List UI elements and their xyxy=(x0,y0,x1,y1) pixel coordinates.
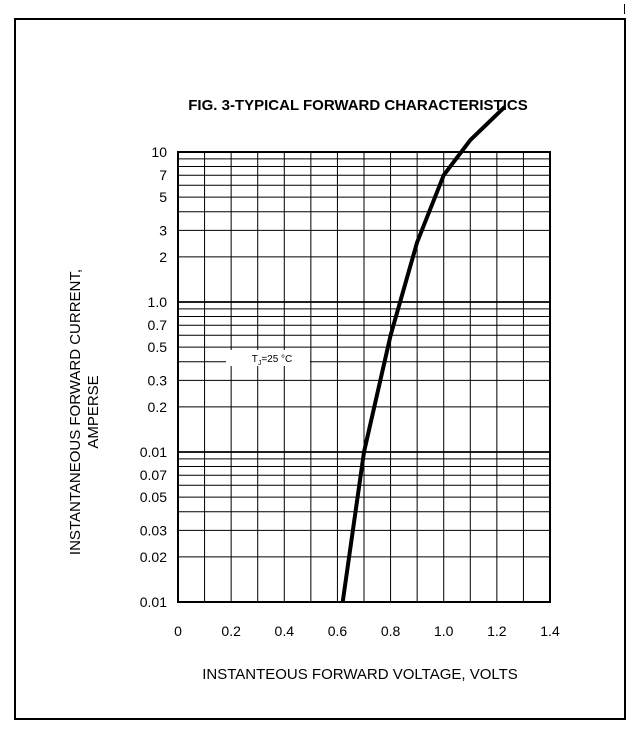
y-tick-label: 3 xyxy=(159,222,167,238)
y-axis-label-line-1: INSTANTANEOUS FORWARD CURRENT, xyxy=(67,269,84,555)
x-tick-labels: 0 0.2 0.4 0.6 0.8 1.0 1.2 1.4 xyxy=(174,623,560,639)
y-tick-label: 0.3 xyxy=(148,372,168,388)
x-tick-label: 0.6 xyxy=(328,623,348,639)
y-axis-label: INSTANTANEOUS FORWARD CURRENT, AMPERSE xyxy=(67,269,102,555)
x-tick-label: 1.4 xyxy=(540,623,560,639)
y-tick-label: 0.03 xyxy=(140,522,167,538)
corner-mark xyxy=(624,4,625,14)
y-tick-labels: 10 7 5 3 2 1.0 0.7 0.5 0.3 0.2 0.01 0.07 0.05 0.03 0.0… xyxy=(140,144,167,610)
y-axis-label-line-2: AMPERSE xyxy=(85,375,102,448)
annotation-tj: TJ=25 °C xyxy=(226,350,310,367)
svg-text:TJ=25 °C: TJ=25 °C xyxy=(252,354,293,367)
x-tick-label: 0 xyxy=(174,623,182,639)
series-line xyxy=(340,105,507,603)
x-tick-label: 0.2 xyxy=(221,623,241,639)
chart-title: FIG. 3-TYPICAL FORWARD CHARACTERISTICS xyxy=(188,97,527,114)
x-tick-label: 1.2 xyxy=(487,623,507,639)
x-tick-label: 0.8 xyxy=(381,623,401,639)
y-tick-label: 5 xyxy=(159,189,167,205)
y-tick-label: 2 xyxy=(159,249,167,265)
x-tick-label: 1.0 xyxy=(434,623,454,639)
y-tick-label: 0.2 xyxy=(148,399,168,415)
x-axis-label: INSTANTEOUS FORWARD VOLTAGE, VOLTS xyxy=(202,666,518,683)
y-tick-label: 0.7 xyxy=(148,317,168,333)
y-tick-label: 0.01 xyxy=(140,594,167,610)
y-tick-label: 0.05 xyxy=(140,489,167,505)
y-tick-label: 0.02 xyxy=(140,549,167,565)
x-tick-label: 0.4 xyxy=(275,623,295,639)
y-tick-label: 0.07 xyxy=(140,467,167,483)
figure-frame xyxy=(14,18,626,720)
chart-grid xyxy=(177,151,551,603)
y-tick-label: 0.5 xyxy=(148,339,168,355)
annotation-rest: =25 °C xyxy=(261,354,292,365)
y-tick-label: 1.0 xyxy=(148,294,168,310)
y-tick-label: 10 xyxy=(151,144,167,160)
annotation-t: T xyxy=(252,354,258,365)
annotation-subscript: J xyxy=(258,360,262,367)
y-tick-label: 0.01 xyxy=(140,444,167,460)
y-tick-label: 7 xyxy=(159,167,167,183)
